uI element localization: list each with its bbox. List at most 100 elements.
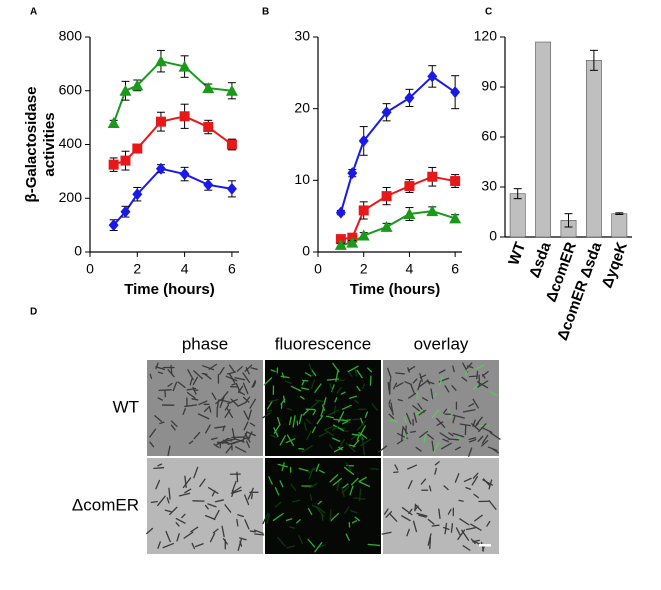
cell <box>228 364 236 373</box>
marker <box>450 176 461 187</box>
cell <box>177 381 186 389</box>
cell <box>338 446 343 451</box>
cell <box>443 485 449 491</box>
cell <box>450 522 454 533</box>
cell <box>242 396 250 403</box>
cell <box>222 425 226 432</box>
cell <box>277 536 286 547</box>
cell <box>415 409 424 415</box>
cell <box>415 504 422 512</box>
cell <box>211 392 217 400</box>
cell <box>470 523 482 531</box>
micrograph <box>383 458 499 554</box>
cell <box>300 387 310 391</box>
x-tick-label: 0 <box>314 261 322 277</box>
cell <box>388 399 391 405</box>
y-tick-label: 200 <box>59 189 83 205</box>
cell <box>350 432 361 440</box>
panel-label: B <box>262 7 269 18</box>
marker <box>108 219 119 232</box>
cell <box>414 505 419 511</box>
cell <box>176 533 180 542</box>
cell <box>348 444 356 447</box>
cell <box>409 430 416 433</box>
cell <box>310 379 316 389</box>
y-axis-title: β-Galactosidase <box>23 87 40 203</box>
cell <box>197 413 210 420</box>
cell <box>452 365 455 373</box>
cell <box>421 397 429 402</box>
marker <box>226 139 237 150</box>
cell <box>277 463 288 468</box>
cell <box>441 442 452 450</box>
cell <box>298 447 305 450</box>
cell <box>272 512 284 522</box>
cell <box>231 428 236 440</box>
y-tick-label: 600 <box>59 81 83 97</box>
cell <box>277 416 281 426</box>
cell <box>476 370 479 380</box>
cell <box>345 419 351 422</box>
cell <box>452 414 465 419</box>
cell <box>345 533 350 541</box>
cell <box>367 543 381 547</box>
x-tick-label: 6 <box>228 261 236 277</box>
cell <box>286 407 293 411</box>
y-tick-label: 0 <box>302 243 310 259</box>
cell <box>191 398 199 401</box>
cell <box>191 542 196 550</box>
x-axis-title: Time (hours) <box>350 281 441 298</box>
cell <box>182 408 186 415</box>
cell <box>309 373 315 377</box>
cell <box>237 401 247 407</box>
cell <box>285 518 293 521</box>
cell <box>388 419 398 423</box>
y-tick-label: 0 <box>489 228 497 244</box>
cell <box>436 421 444 426</box>
cell <box>349 509 358 514</box>
cell <box>146 527 154 535</box>
cell <box>169 506 178 516</box>
cell <box>184 404 198 408</box>
cell <box>401 428 404 441</box>
marker <box>202 82 215 94</box>
cell <box>397 398 403 402</box>
marker <box>120 155 131 166</box>
row-label: WT <box>113 397 139 416</box>
cell <box>184 488 192 494</box>
cell <box>342 483 349 489</box>
cell <box>388 413 395 419</box>
cell <box>406 528 410 537</box>
cell <box>433 441 440 453</box>
cell <box>165 530 171 543</box>
cell <box>344 506 350 514</box>
column-header: overlay <box>414 334 469 353</box>
cell <box>333 446 344 453</box>
cell <box>358 488 362 502</box>
cell <box>347 365 359 373</box>
x-tick-label: 4 <box>406 261 414 277</box>
cell <box>427 518 435 525</box>
cell <box>404 432 407 440</box>
x-tick-label: 6 <box>451 261 459 277</box>
cell <box>221 440 228 445</box>
cell <box>270 369 276 372</box>
marker <box>155 162 166 175</box>
cell <box>341 404 352 410</box>
cell <box>155 362 159 370</box>
cell <box>358 476 367 483</box>
cell <box>149 441 155 448</box>
cell <box>466 362 473 370</box>
marker <box>179 168 190 181</box>
cell <box>203 405 211 412</box>
cell <box>332 424 344 432</box>
cell <box>233 437 245 443</box>
cell <box>345 462 352 471</box>
cell <box>236 518 239 527</box>
column-header: fluorescence <box>275 334 371 353</box>
cell <box>155 479 161 490</box>
cell <box>419 430 429 438</box>
marker <box>381 191 392 202</box>
cell <box>170 364 173 375</box>
cell <box>317 544 326 549</box>
